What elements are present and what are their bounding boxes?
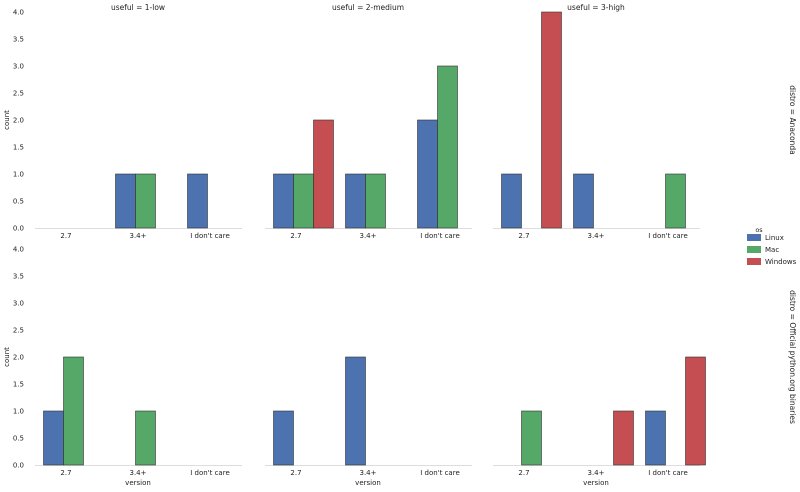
y-tick-label: 3.5 bbox=[13, 36, 24, 44]
y-axis-label: count bbox=[3, 347, 11, 367]
facet-panel: 2.7 3.4+ I don't care version bbox=[35, 356, 242, 487]
x-tick-label: 3.4+ bbox=[360, 232, 377, 240]
x-tick-label: I don't care bbox=[420, 469, 460, 477]
bar-mac bbox=[365, 173, 386, 229]
panels-layer: useful = 1-low useful = 2-medium useful = … bbox=[3, 3, 797, 487]
bar-windows bbox=[613, 410, 634, 466]
x-tick-label: I don't care bbox=[420, 232, 460, 240]
bar-mac bbox=[135, 410, 156, 466]
x-tick-label: 3.4+ bbox=[588, 232, 605, 240]
column-title: useful = 1-low bbox=[111, 3, 165, 12]
x-tick-label: 2.7 bbox=[290, 469, 301, 477]
x-tick-label: I don't care bbox=[648, 232, 688, 240]
y-tick-label: 3.5 bbox=[13, 273, 24, 281]
y-tick-label: 0.0 bbox=[13, 225, 24, 233]
facet-panel: 2.7 3.4+ I don't care bbox=[265, 65, 472, 240]
y-tick-label: 1.5 bbox=[13, 144, 24, 152]
bar-mac bbox=[521, 410, 542, 466]
bar-linux bbox=[345, 173, 366, 229]
x-tick-label: I don't care bbox=[190, 232, 230, 240]
x-tick-label: 3.4+ bbox=[130, 232, 147, 240]
y-tick-label: 1.0 bbox=[13, 171, 24, 179]
y-tick-label: 2.0 bbox=[13, 354, 24, 362]
bar-linux bbox=[645, 410, 666, 466]
facet-panel: 2.7 3.4+ I don't care bbox=[35, 173, 242, 240]
y-tick-label: 1.5 bbox=[13, 381, 24, 389]
y-tick-label: 4.0 bbox=[13, 9, 24, 17]
bar-linux bbox=[115, 173, 136, 229]
facet-panel: 2.7 3.4+ I don't care version bbox=[493, 356, 706, 487]
legend-swatch-linux bbox=[747, 234, 761, 241]
bar-linux bbox=[43, 410, 64, 466]
legend-swatch-mac bbox=[747, 246, 761, 253]
x-tick-label: I don't care bbox=[648, 469, 688, 477]
y-tick-label: 4.0 bbox=[13, 246, 24, 254]
column-title: useful = 3-high bbox=[567, 3, 625, 12]
bar-linux bbox=[501, 173, 522, 229]
y-tick-label: 0.0 bbox=[13, 462, 24, 470]
x-tick-label: 2.7 bbox=[518, 232, 529, 240]
bar-windows bbox=[313, 119, 334, 229]
legend-label-windows: Windows bbox=[765, 258, 797, 266]
x-tick-label: 2.7 bbox=[60, 469, 71, 477]
y-tick-label: 3.0 bbox=[13, 63, 24, 71]
legend-swatch-windows bbox=[747, 258, 761, 265]
x-tick-label: 2.7 bbox=[290, 232, 301, 240]
legend-label-linux: Linux bbox=[765, 234, 784, 242]
y-tick-label: 2.5 bbox=[13, 90, 24, 98]
y-tick-label: 3.0 bbox=[13, 300, 24, 308]
x-tick-label: 2.7 bbox=[518, 469, 529, 477]
bar-mac bbox=[665, 173, 686, 229]
legend-label-mac: Mac bbox=[765, 246, 779, 254]
y-tick-label: 0.5 bbox=[13, 198, 24, 206]
x-axis-label: version bbox=[583, 479, 609, 487]
bar-linux bbox=[187, 173, 208, 229]
bar-mac bbox=[135, 173, 156, 229]
bar-linux bbox=[273, 410, 294, 466]
y-tick-label: 2.5 bbox=[13, 327, 24, 335]
y-tick-label: 2.0 bbox=[13, 117, 24, 125]
y-tick-label: 1.0 bbox=[13, 408, 24, 416]
bar-windows bbox=[685, 356, 706, 466]
x-axis-label: version bbox=[355, 479, 381, 487]
bar-linux bbox=[345, 356, 366, 466]
bar-linux bbox=[417, 119, 438, 229]
legend-title: os bbox=[755, 226, 763, 234]
bar-linux bbox=[573, 173, 594, 229]
y-axis-label: count bbox=[3, 110, 11, 130]
bar-mac bbox=[63, 356, 84, 466]
bar-mac bbox=[437, 65, 458, 229]
x-tick-label: 3.4+ bbox=[588, 469, 605, 477]
row-title: distro = Anaconda bbox=[788, 85, 797, 155]
column-title: useful = 2-medium bbox=[332, 3, 404, 12]
x-tick-label: I don't care bbox=[190, 469, 230, 477]
row-title: distro = Official python.org binaries bbox=[788, 290, 797, 424]
x-tick-label: 3.4+ bbox=[360, 469, 377, 477]
bar-linux bbox=[273, 173, 294, 229]
x-axis-label: version bbox=[125, 479, 151, 487]
bar-windows bbox=[541, 11, 562, 229]
facet-panel: 2.7 3.4+ I don't care bbox=[493, 11, 700, 240]
x-tick-label: 2.7 bbox=[60, 232, 71, 240]
facet-panel: 2.7 3.4+ I don't care version bbox=[265, 356, 472, 487]
y-tick-label: 0.5 bbox=[13, 435, 24, 443]
x-tick-label: 3.4+ bbox=[130, 469, 147, 477]
bar-mac bbox=[293, 173, 314, 229]
